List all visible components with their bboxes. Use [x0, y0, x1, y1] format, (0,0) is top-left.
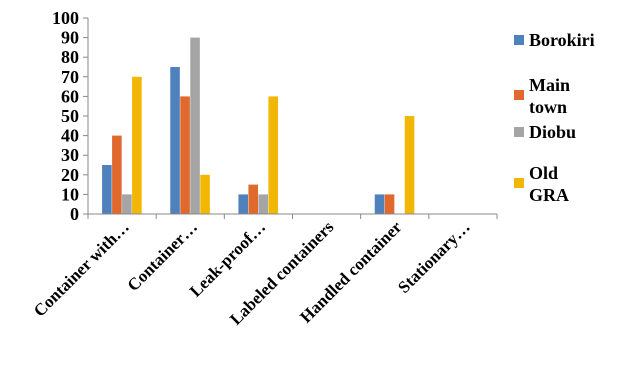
bar-old-gra-4	[404, 116, 415, 214]
bar-borokiri-1	[170, 67, 180, 214]
legend-swatch	[514, 35, 524, 45]
legend: Borokiri Main town Diobu Old GRA	[514, 30, 595, 205]
bar-diobu-2	[258, 194, 269, 214]
bar-borokiri-2	[238, 194, 249, 214]
bar-main-town-1	[180, 96, 190, 214]
x-axis-labels: Container with…Container…Leak-proof…Labe…	[30, 217, 474, 329]
bar-old-gra-0	[132, 76, 142, 214]
legend-label: Borokiri	[529, 30, 595, 50]
legend-label: Old GRA	[529, 163, 569, 205]
bar-old-gra-2	[268, 96, 279, 214]
legend-label: Main town	[529, 75, 570, 117]
bar-diobu-0	[122, 194, 132, 214]
bars	[102, 37, 415, 214]
bar-old-gra-1	[200, 174, 210, 214]
bar-borokiri-0	[102, 165, 112, 214]
bar-diobu-1	[190, 37, 200, 214]
bar-main-town-2	[248, 184, 259, 214]
y-tick-label: 10	[61, 184, 79, 204]
y-tick-label: 40	[61, 126, 79, 146]
legend-label: Diobu	[529, 122, 576, 142]
legend-swatch	[514, 127, 524, 137]
y-tick-label: 30	[61, 145, 79, 165]
axes	[87, 18, 498, 219]
y-tick-label: 100	[52, 8, 79, 28]
legend-swatch	[514, 90, 524, 100]
y-tick-label: 80	[61, 47, 79, 67]
x-category-label: Stationary…	[394, 217, 474, 297]
y-tick-label: 20	[61, 165, 79, 185]
y-tick-label: 90	[61, 28, 79, 48]
legend-swatch	[514, 178, 524, 188]
y-tick-label: 60	[61, 86, 79, 106]
x-category-label: Container with…	[30, 217, 133, 320]
bar-borokiri-4	[374, 194, 385, 214]
y-tick-label: 70	[61, 67, 79, 87]
bar-main-town-0	[112, 135, 122, 214]
y-tick-label: 0	[70, 204, 79, 224]
y-tick-label: 50	[61, 106, 79, 126]
bar-main-town-4	[384, 194, 395, 214]
